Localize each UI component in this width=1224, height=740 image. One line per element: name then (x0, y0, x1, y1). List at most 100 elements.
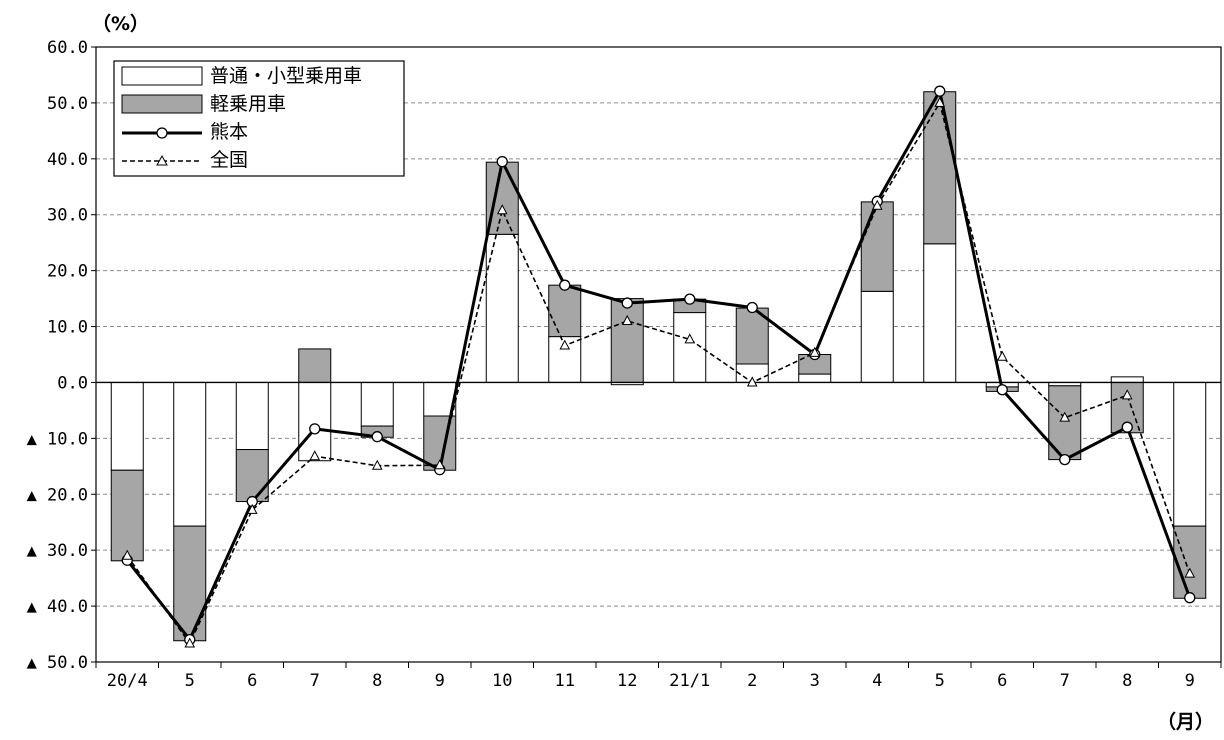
point-zenkoku (246, 503, 258, 514)
y-tick-label: ▲ 10.0 (27, 429, 88, 449)
bar-futsu (298, 381, 332, 462)
y-tick-label: 30.0 (47, 206, 88, 226)
legend-label-zenkoku: 全国 (210, 149, 248, 171)
point-kumamoto (684, 293, 696, 305)
y-axis-unit-label: （%） (92, 12, 149, 35)
point-zenkoku (1121, 389, 1133, 400)
bar-kei (860, 201, 894, 292)
y-tick-label: ▲ 30.0 (27, 541, 88, 561)
point-kumamoto (1121, 421, 1133, 433)
bar-kei (298, 348, 332, 383)
x-tick-label: 9 (435, 671, 445, 691)
point-kumamoto (996, 384, 1008, 396)
legend-marker-kumamoto (156, 127, 168, 139)
point-zenkoku (809, 346, 821, 357)
x-tick-label: 10 (492, 671, 512, 691)
x-tick-label: 12 (617, 671, 637, 691)
x-tick-label: 7 (1060, 671, 1070, 691)
x-tick-label: 5 (935, 671, 945, 691)
point-zenkoku (1184, 567, 1196, 578)
bar-futsu (110, 381, 144, 471)
point-zenkoku (1059, 411, 1071, 422)
point-zenkoku (621, 314, 633, 325)
x-tick-label: 6 (997, 671, 1007, 691)
x-tick-label: 2 (747, 671, 757, 691)
x-tick-label: 20/4 (107, 671, 148, 691)
point-zenkoku (746, 376, 758, 387)
bar-kei (923, 91, 957, 245)
point-kumamoto (371, 431, 383, 443)
x-tick-labels: 20/4 5 6 7 8 9 10 11 12 21/1 2 3 4 5 6 7 8 9 (107, 671, 1195, 691)
point-zenkoku (121, 549, 133, 560)
point-zenkoku (684, 333, 696, 344)
bar-kei (1173, 525, 1207, 599)
y-tick-label: 60.0 (47, 38, 88, 58)
bar-futsu (173, 381, 207, 527)
y-tick-label: 50.0 (47, 94, 88, 114)
point-kumamoto (746, 301, 758, 314)
bar-futsu (923, 243, 957, 383)
x-tick-label: 8 (372, 671, 382, 691)
point-zenkoku (184, 637, 196, 648)
legend-swatch-kei (121, 94, 203, 114)
point-zenkoku (371, 459, 383, 470)
x-tick-label: 5 (185, 671, 195, 691)
legend-marker-zenkoku (156, 154, 168, 166)
x-tick-label: 4 (872, 671, 882, 691)
y-tick-label: 40.0 (47, 150, 88, 170)
y-tick-label: 0.0 (57, 373, 88, 393)
x-tick-label: 11 (555, 671, 575, 691)
bar-futsu (1173, 381, 1207, 527)
point-zenkoku (309, 450, 321, 461)
point-kumamoto (559, 279, 571, 291)
bar-kei (548, 284, 582, 338)
point-kumamoto (621, 297, 633, 309)
x-tick-label: 8 (1122, 671, 1132, 691)
axes (91, 46, 1222, 668)
bar-futsu (360, 381, 394, 427)
x-tick-label: 7 (310, 671, 320, 691)
point-zenkoku (871, 199, 883, 210)
bar-futsu (673, 312, 707, 383)
x-tick-label: 6 (247, 671, 257, 691)
x-tick-label: 3 (810, 671, 820, 691)
bar-futsu (1110, 376, 1144, 383)
point-zenkoku (934, 96, 946, 107)
line-kumamoto (126, 89, 1192, 642)
y-tick-label: ▲ 20.0 (27, 485, 88, 505)
x-axis-unit-label: （月） (1157, 710, 1214, 733)
point-kumamoto (1059, 453, 1071, 466)
bar-kei (610, 298, 644, 383)
bar-futsu (860, 290, 894, 383)
gridlines (96, 102, 1221, 607)
y-tick-labels: 60.0 50.0 40.0 30.0 20.0 10.0 0.0 ▲ 10.0 ▲ 20.0 ▲… (27, 38, 88, 673)
lines (121, 85, 1196, 648)
bars (110, 91, 1207, 642)
bar-kei (235, 449, 269, 503)
bar-futsu (485, 233, 519, 383)
bar-kei (110, 469, 144, 562)
x-tick-label: 21/1 (669, 671, 710, 691)
y-tick-label: ▲ 40.0 (27, 597, 88, 617)
y-tick-label: 10.0 (47, 318, 88, 338)
legend-label-futsu: 普通・小型乗用車 (210, 65, 362, 87)
point-kumamoto (309, 423, 321, 435)
x-tick-label: 9 (1185, 671, 1195, 691)
line-zenkoku (126, 102, 1191, 645)
bar-futsu (235, 381, 269, 451)
point-zenkoku (996, 350, 1008, 361)
point-kumamoto (934, 85, 946, 97)
legend: 普通・小型乗用車 軽乗用車 熊本 全国 (113, 60, 405, 177)
point-zenkoku (559, 339, 571, 350)
point-zenkoku (434, 459, 446, 470)
legend-swatch-futsu (121, 66, 203, 86)
legend-label-kumamoto: 熊本 (210, 121, 248, 143)
point-zenkoku (496, 204, 508, 215)
point-kumamoto (1184, 592, 1196, 604)
bar-futsu (798, 373, 832, 383)
y-tick-label: 20.0 (47, 262, 88, 282)
y-tick-label: ▲ 50.0 (27, 653, 88, 673)
legend-label-kei: 軽乗用車 (210, 93, 286, 115)
bar-kei (485, 161, 519, 235)
